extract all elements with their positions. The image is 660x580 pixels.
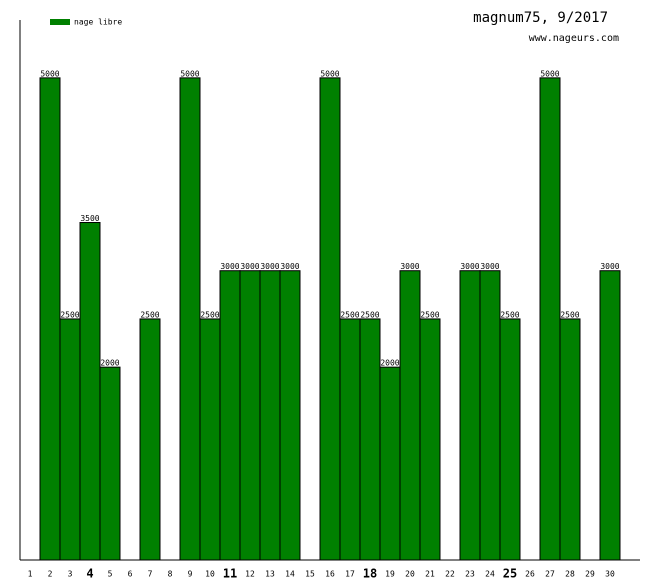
bar [179, 77, 201, 561]
value-label: 3000 [280, 262, 299, 271]
bar [359, 318, 381, 561]
value-label: 3500 [80, 214, 99, 223]
x-tick-label: 22 [445, 570, 455, 579]
x-tick-label: 14 [285, 570, 295, 579]
x-tick-label: 7 [148, 570, 153, 579]
bar [479, 270, 501, 561]
value-label: 5000 [180, 69, 199, 78]
value-label: 3000 [480, 262, 499, 271]
x-tick-label: 23 [465, 570, 475, 579]
value-label: 3000 [240, 262, 259, 271]
value-label: 3000 [260, 262, 279, 271]
value-label: 2000 [380, 359, 399, 368]
x-tick-label: 30 [605, 570, 615, 579]
x-tick-label: 11 [223, 567, 237, 580]
bar [259, 270, 281, 561]
bar [79, 222, 101, 561]
bar [599, 270, 621, 561]
value-label: 3000 [600, 262, 619, 271]
x-tick-label: 24 [485, 570, 495, 579]
x-tick-label: 25 [503, 567, 517, 580]
bar [379, 366, 401, 561]
value-label: 2500 [140, 310, 159, 319]
x-tick-label: 1 [28, 570, 33, 579]
bar [459, 270, 481, 561]
x-tick-label: 10 [205, 570, 215, 579]
x-tick-label: 4 [86, 567, 93, 580]
value-label: 2000 [100, 359, 119, 368]
legend-label: nage libre [74, 18, 122, 27]
x-tick-label: 19 [385, 570, 395, 579]
bar [279, 270, 301, 561]
chart-title: magnum75, 9/2017 [473, 10, 608, 26]
bar [419, 318, 441, 561]
value-label: 2500 [200, 310, 219, 319]
legend-swatch [50, 19, 70, 25]
x-tick-label: 2 [48, 570, 53, 579]
bar [239, 270, 261, 561]
value-label: 2500 [360, 310, 379, 319]
bar [39, 77, 61, 561]
value-label: 3000 [460, 262, 479, 271]
x-tick-label: 28 [565, 570, 575, 579]
bar [539, 77, 561, 561]
bar [559, 318, 581, 561]
bar [199, 318, 221, 561]
x-tick-label: 6 [128, 570, 133, 579]
bar [59, 318, 81, 561]
value-label: 3000 [400, 262, 419, 271]
x-tick-label: 5 [108, 570, 113, 579]
value-label: 2500 [60, 310, 79, 319]
x-tick-label: 16 [325, 570, 335, 579]
value-label: 2500 [560, 310, 579, 319]
x-tick-label: 13 [265, 570, 275, 579]
value-label: 2500 [500, 310, 519, 319]
chart-subtitle: www.nageurs.com [529, 33, 619, 44]
x-tick-label: 27 [545, 570, 555, 579]
x-tick-label: 12 [245, 570, 255, 579]
bar [499, 318, 521, 561]
x-tick-label: 9 [188, 570, 193, 579]
x-tick-label: 20 [405, 570, 415, 579]
bar [319, 77, 341, 561]
value-label: 5000 [540, 69, 559, 78]
x-tick-label: 29 [585, 570, 595, 579]
x-tick-label: 3 [68, 570, 73, 579]
bar [219, 270, 241, 561]
value-label: 5000 [40, 69, 59, 78]
x-tick-label: 15 [305, 570, 315, 579]
bar [139, 318, 161, 561]
x-tick-label: 18 [363, 567, 377, 580]
bar [99, 366, 121, 561]
value-label: 2500 [420, 310, 439, 319]
value-label: 3000 [220, 262, 239, 271]
x-tick-label: 21 [425, 570, 435, 579]
x-tick-label: 26 [525, 570, 535, 579]
x-tick-label: 17 [345, 570, 355, 579]
bar [339, 318, 361, 561]
bar [399, 270, 421, 561]
x-tick-label: 8 [168, 570, 173, 579]
value-label: 2500 [340, 310, 359, 319]
value-label: 5000 [320, 69, 339, 78]
